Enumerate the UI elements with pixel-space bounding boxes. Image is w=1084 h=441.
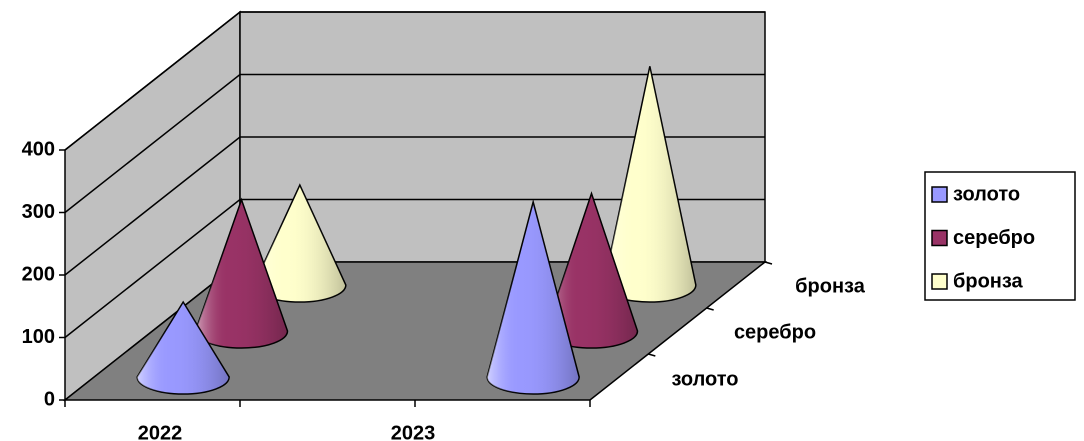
depth-tick bbox=[706, 307, 714, 311]
y-tick-label: 0 bbox=[44, 388, 55, 410]
cone bbox=[486, 199, 580, 395]
depth-tick-label: бронза bbox=[795, 275, 866, 297]
legend-label: бронза bbox=[953, 270, 1024, 292]
legend-swatch bbox=[931, 186, 948, 203]
depth-tick bbox=[764, 261, 773, 265]
grid-line bbox=[64, 136, 765, 276]
legend-label: золото bbox=[953, 183, 1020, 205]
cone bbox=[136, 300, 230, 395]
legend-swatch bbox=[931, 229, 948, 247]
legend-box bbox=[924, 171, 1076, 301]
x-tick-label: 2022 bbox=[138, 422, 183, 441]
y-tick-label: 100 bbox=[22, 326, 55, 348]
y-tick-label: 200 bbox=[22, 263, 55, 285]
depth-tick-label: золото bbox=[671, 368, 738, 390]
legend-swatch bbox=[931, 273, 948, 290]
depth-tick bbox=[648, 353, 656, 357]
y-tick-label: 400 bbox=[22, 138, 55, 160]
grid-line bbox=[64, 11, 765, 151]
legend-label: серебро bbox=[953, 227, 1035, 249]
depth-tick-label: серебро bbox=[734, 321, 816, 343]
grid-line bbox=[64, 73, 765, 214]
y-tick-label: 300 bbox=[22, 201, 55, 223]
x-tick-label: 2023 bbox=[391, 422, 436, 441]
